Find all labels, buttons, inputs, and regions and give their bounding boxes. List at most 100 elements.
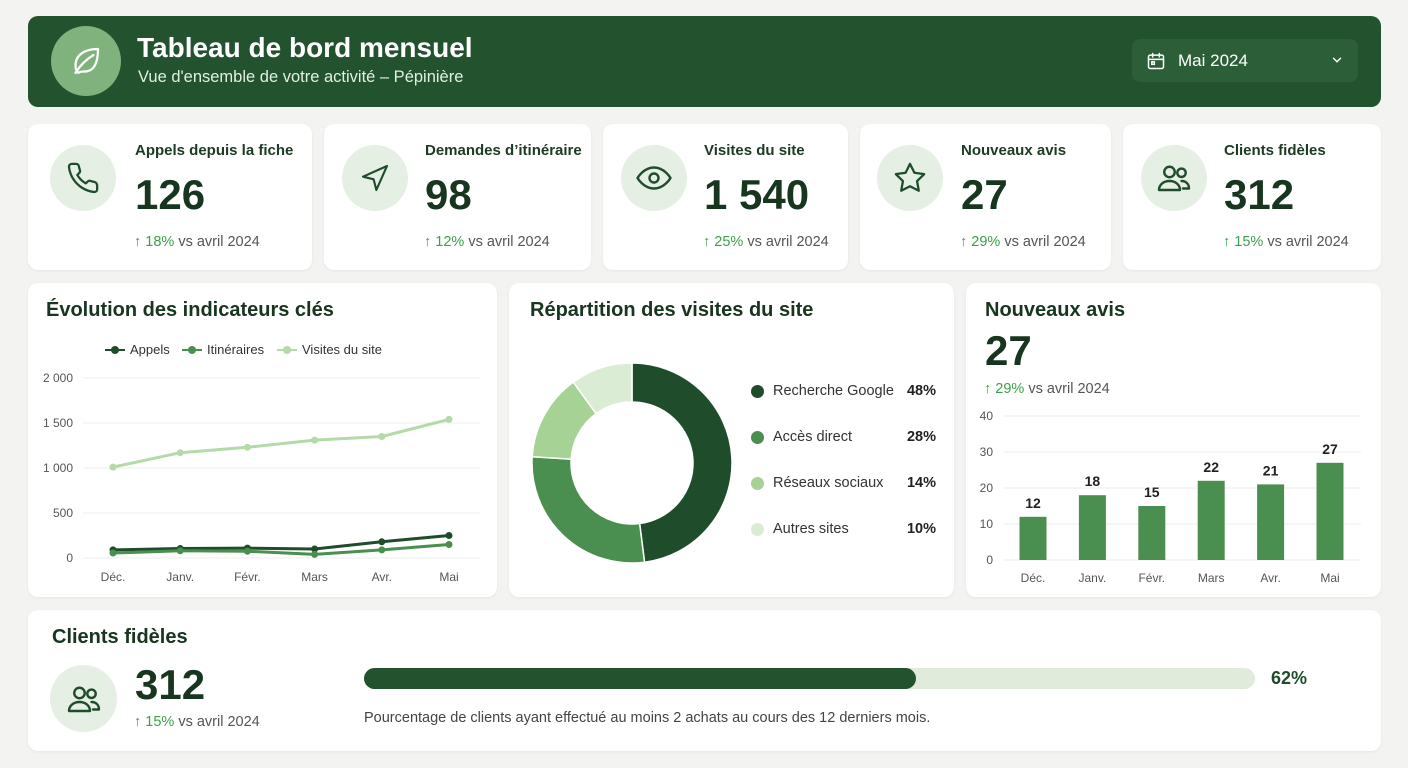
- loyal-clients-title: Clients fidèles: [52, 626, 188, 648]
- kpi-label: Nouveaux avis: [961, 142, 1067, 159]
- delta-percent: 18%: [145, 234, 175, 250]
- donut-legend-item: Recherche Google 48%: [751, 383, 936, 399]
- data-point: [109, 549, 117, 557]
- donut-chart-card: Répartition des visites du site Recherch…: [509, 283, 954, 597]
- delta-percent: 15%: [1234, 234, 1264, 250]
- legend-item-visits: Visites du site: [277, 342, 382, 357]
- data-point: [445, 532, 453, 539]
- series-line-1: [112, 543, 450, 556]
- bar-value-label: 22: [1203, 459, 1219, 475]
- x-tick-label: Févr.: [234, 570, 261, 584]
- bar-chart: 0 10 20 30 40 12 Déc. 18 Janv. 15 Févr. 22 Mars 21 Avr…: [980, 409, 1361, 585]
- y-tick-label: 1 000: [43, 461, 73, 475]
- loyalty-progress-bar: [364, 668, 1255, 689]
- bar-value-label: 18: [1085, 473, 1101, 489]
- kpi-label: Appels depuis la fiche: [135, 142, 294, 159]
- loyalty-progress-fill: [364, 668, 917, 689]
- arrow-up-icon: ↑: [424, 234, 432, 250]
- bar-kpi-delta: ↑ 29% vs avril 2024: [984, 381, 1110, 397]
- data-point: [378, 538, 386, 546]
- data-point: [176, 449, 184, 457]
- arrow-up-icon: ↑: [134, 234, 142, 250]
- bar: [1019, 516, 1047, 560]
- data-point: [378, 433, 386, 440]
- donut-legend-item: Autres sites 10%: [751, 521, 936, 537]
- chevron-down-icon: [1330, 53, 1344, 67]
- bar: [1257, 484, 1285, 560]
- donut-slice-1: [531, 455, 646, 564]
- users-icon: [50, 665, 117, 732]
- delta-compare: vs avril 2024: [1028, 381, 1110, 397]
- x-tick-label: Déc.: [1021, 571, 1046, 585]
- star-icon: [877, 145, 943, 211]
- page-subtitle: Vue d'ensemble de votre activité – Pépin…: [138, 68, 464, 86]
- kpi-label: Clients fidèles: [1224, 142, 1326, 159]
- donut-chart-title: Répartition des visites du site: [530, 299, 814, 321]
- bar-kpi-value: 27: [985, 327, 1032, 374]
- delta-percent: 15%: [145, 714, 175, 730]
- y-tick-label: 2 000: [43, 371, 73, 385]
- kpi-label: Demandes d’itinéraire: [425, 142, 582, 159]
- arrow-up-icon: ↑: [134, 714, 142, 730]
- kpi-delta: ↑ 15% vs avril 2024: [1223, 234, 1349, 250]
- kpi-card-new-reviews: Nouveaux avis 27 ↑ 29% vs avril 2024: [860, 124, 1111, 270]
- delta-compare: vs avril 2024: [178, 714, 260, 730]
- delta-compare: vs avril 2024: [178, 234, 260, 250]
- bar: [1078, 495, 1106, 560]
- dashboard-header: Tableau de bord mensuel Vue d'ensemble d…: [28, 16, 1381, 107]
- kpi-value: 27: [961, 171, 1008, 218]
- donut-slice-0: [631, 362, 733, 564]
- kpi-label: Visites du site: [704, 142, 805, 159]
- x-tick-label: Avr.: [1260, 571, 1280, 585]
- series-line-2: [112, 417, 450, 469]
- navigation-icon: [342, 145, 408, 211]
- data-point: [243, 547, 251, 555]
- users-icon: [1141, 145, 1207, 211]
- donut-slice-3: [572, 362, 633, 415]
- data-point: [445, 541, 453, 548]
- data-point: [445, 415, 453, 423]
- data-point: [311, 545, 319, 553]
- y-tick-label: 10: [980, 517, 994, 531]
- bar: [1316, 462, 1344, 560]
- kpi-value: 126: [135, 171, 206, 218]
- kpi-card-site-visits: Visites du site 1 540 ↑ 25% vs avril 202…: [603, 124, 848, 270]
- series-line-0: [112, 534, 450, 552]
- donut-legend-item: Accès direct 28%: [751, 429, 936, 445]
- selected-month: Mai 2024: [1178, 50, 1248, 70]
- phone-icon: [50, 145, 116, 211]
- line-chart-title: Évolution des indicateurs clés: [46, 299, 334, 321]
- bar-chart-card: Nouveaux avis 27 ↑ 29% vs avril 2024 0 10…: [966, 283, 1381, 597]
- legend-item-calls: Appels: [105, 342, 170, 357]
- line-chart: 0 500 1 000 1 500 2 000 Déc. Janv. Févr. Mars Avr…: [43, 371, 480, 584]
- calendar-icon: [1146, 51, 1166, 71]
- kpi-delta: ↑ 29% vs avril 2024: [960, 234, 1086, 250]
- delta-percent: 29%: [971, 234, 1001, 250]
- page-title: Tableau de bord mensuel: [137, 32, 473, 63]
- x-tick-label: Janv.: [166, 570, 194, 584]
- bar-value-label: 15: [1144, 484, 1160, 500]
- y-tick-label: 30: [980, 445, 994, 459]
- data-point: [243, 443, 251, 451]
- delta-percent: 25%: [714, 234, 744, 250]
- bar: [1197, 480, 1225, 560]
- legend-item-directions: Itinéraires: [182, 342, 264, 357]
- y-tick-label: 500: [53, 506, 73, 520]
- bar: [1138, 506, 1166, 560]
- month-selector[interactable]: Mai 2024: [1132, 39, 1358, 82]
- data-point: [311, 436, 319, 444]
- arrow-up-icon: ↑: [703, 234, 711, 250]
- arrow-up-icon: ↑: [984, 381, 992, 397]
- kpi-card-calls: Appels depuis la fiche 126 ↑ 18% vs avri…: [28, 124, 312, 270]
- data-point: [311, 550, 319, 558]
- kpi-value: 1 540: [704, 171, 810, 218]
- delta-compare: vs avril 2024: [1004, 234, 1086, 250]
- x-tick-label: Mars: [301, 570, 328, 584]
- x-tick-label: Janv.: [1079, 571, 1107, 585]
- y-tick-label: 0: [986, 553, 993, 567]
- kpi-card-directions: Demandes d’itinéraire 98 ↑ 12% vs avril …: [324, 124, 591, 270]
- bar-value-label: 27: [1322, 441, 1338, 457]
- kpi-delta: ↑ 25% vs avril 2024: [703, 234, 829, 250]
- x-tick-label: Févr.: [1138, 571, 1165, 585]
- loyal-clients-delta: ↑ 15% vs avril 2024: [134, 714, 260, 730]
